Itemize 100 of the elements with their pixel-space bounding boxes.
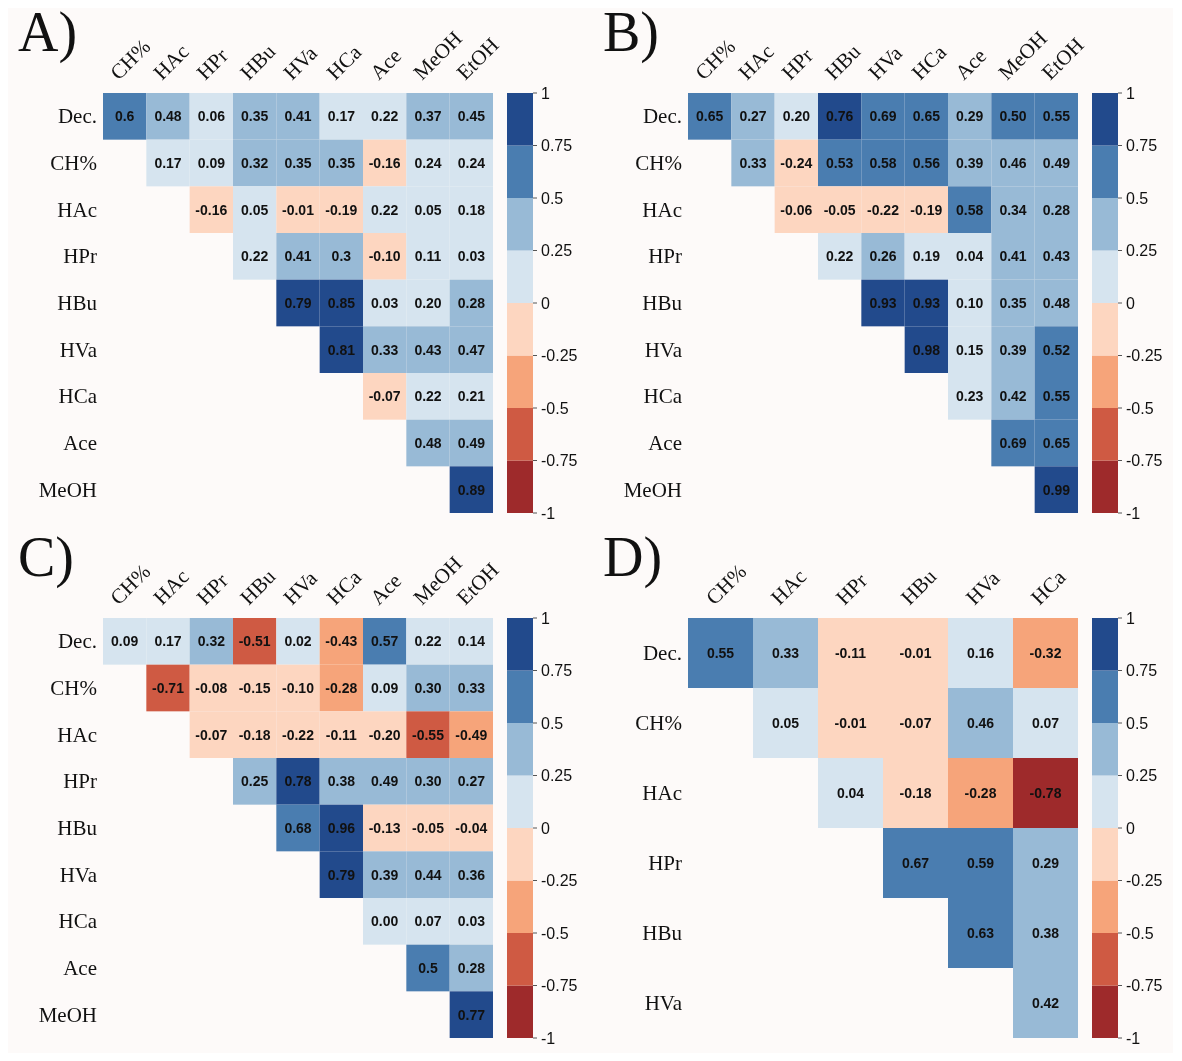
data-label: -0.10	[368, 248, 401, 265]
data-label: -0.08	[195, 680, 228, 696]
color-bar-label: 0.75	[1126, 662, 1158, 679]
data-label: 0.48	[1042, 295, 1071, 311]
data-label: 0.07	[414, 913, 442, 930]
data-label: 0.47	[457, 341, 486, 358]
chart-title: C)	[18, 525, 74, 589]
y-tick-label: HCa	[58, 384, 98, 409]
x-tick-label: HCa	[321, 39, 367, 85]
data-label: 0.58	[956, 201, 984, 218]
data-label: 0.39	[956, 155, 984, 171]
data-label: 0.5	[418, 960, 438, 976]
y-tick-label: Ace	[648, 431, 682, 455]
y-tick-label: HVa	[644, 337, 683, 362]
color-bar-label: -1	[541, 504, 556, 522]
x-tick-label: HBu	[820, 39, 866, 85]
color-bar-label: 0.75	[1126, 137, 1158, 154]
y-tick-label: HVa	[59, 337, 98, 362]
data-label: 0.25	[241, 773, 269, 790]
data-label: 0.68	[284, 820, 312, 836]
chart-title: A)	[18, 0, 78, 64]
data-label: -0.20	[368, 726, 401, 743]
data-label: 0.38	[1031, 925, 1060, 941]
data-label: 0.43	[414, 341, 442, 358]
data-label: 0.55	[1042, 108, 1071, 125]
data-label: -0.78	[1029, 785, 1062, 801]
data-label: 0.07	[1031, 715, 1060, 731]
data-label: 0.27	[457, 773, 486, 790]
x-tick-label: HCa	[321, 564, 367, 610]
color-bar-label: -1	[1126, 504, 1141, 522]
color-bar-label: 1	[541, 84, 550, 102]
data-label: -0.07	[368, 388, 401, 405]
data-label: -0.05	[412, 820, 445, 836]
data-label: -0.10	[282, 680, 315, 696]
y-tick-label: HAc	[642, 781, 682, 805]
y-tick-label: HCa	[643, 384, 683, 409]
y-tick-label: HAc	[57, 722, 97, 747]
color-bar-label: 0	[1126, 819, 1135, 837]
x-tick-label: Ace	[365, 43, 407, 85]
data-label: 0.96	[327, 820, 356, 836]
data-label: 0.93	[912, 295, 941, 311]
data-label: 0.39	[999, 341, 1027, 358]
data-label: 0.55	[1042, 388, 1071, 405]
y-tick-label: HCa	[58, 909, 98, 934]
data-label: 0.41	[284, 248, 312, 265]
x-tick-label: HCa	[906, 39, 952, 85]
data-label: 0.23	[956, 388, 984, 405]
data-label: 0.49	[1042, 155, 1071, 171]
data-label: 0.05	[241, 201, 269, 218]
y-tick-label: HBu	[57, 291, 98, 315]
color-bar-label: 1	[1126, 84, 1135, 102]
data-label: 0.20	[414, 295, 442, 311]
data-label: 0.48	[414, 435, 442, 451]
data-label: 0.42	[1031, 995, 1060, 1011]
color-bar-label: -0.75	[541, 977, 578, 994]
data-label: 0.22	[414, 388, 442, 405]
data-label: -0.06	[780, 201, 813, 218]
color-bar-label: 0.5	[541, 714, 564, 732]
data-label: -0.01	[834, 715, 867, 731]
x-tick-label: HVa	[961, 565, 1005, 610]
data-label: -0.01	[282, 201, 315, 218]
data-label: 0.44	[414, 866, 442, 883]
data-label: 0.35	[284, 155, 312, 171]
data-label: -0.28	[325, 680, 358, 696]
data-label: 0.67	[901, 855, 930, 871]
y-tick-label: Dec.	[57, 104, 97, 129]
y-tick-label: Ace	[63, 956, 97, 980]
data-label: 0.17	[154, 155, 182, 171]
x-tick-label: HVa	[863, 40, 908, 85]
data-label: 0.65	[696, 108, 724, 125]
data-label: 0.17	[327, 108, 356, 125]
data-label: 0.09	[371, 680, 399, 696]
data-label: -0.32	[1029, 645, 1062, 661]
data-label: 0.24	[414, 155, 442, 171]
color-bar-label: -0.25	[541, 347, 578, 364]
data-label: -0.19	[325, 201, 358, 218]
data-label: -0.11	[325, 726, 358, 743]
data-label: 0.49	[457, 435, 486, 451]
data-label: 0.76	[826, 108, 854, 125]
data-label: 0.09	[197, 155, 226, 171]
data-label: 0.22	[371, 201, 399, 218]
color-bar-label: 0.25	[541, 767, 573, 784]
data-label: 0.41	[999, 248, 1027, 265]
color-bar-label: -0.5	[1126, 399, 1154, 417]
data-label: 0.14	[457, 633, 486, 650]
data-label: 0.03	[457, 248, 486, 265]
data-label: 0.58	[869, 155, 897, 171]
data-label: 0.28	[457, 960, 486, 976]
data-label: 0.33	[739, 155, 767, 171]
data-label: -0.16	[368, 155, 401, 171]
data-label: -0.19	[910, 201, 943, 218]
data-label: 0.35	[327, 155, 356, 171]
data-label: 0.21	[457, 388, 486, 405]
data-label: 0.46	[966, 715, 995, 731]
data-label: -0.22	[867, 201, 900, 218]
y-tick-label: HAc	[57, 197, 97, 222]
data-label: -0.05	[823, 201, 856, 218]
data-label: -0.07	[195, 726, 228, 743]
data-label: 0.11	[414, 248, 442, 265]
x-tick-label: HBu	[235, 564, 281, 610]
